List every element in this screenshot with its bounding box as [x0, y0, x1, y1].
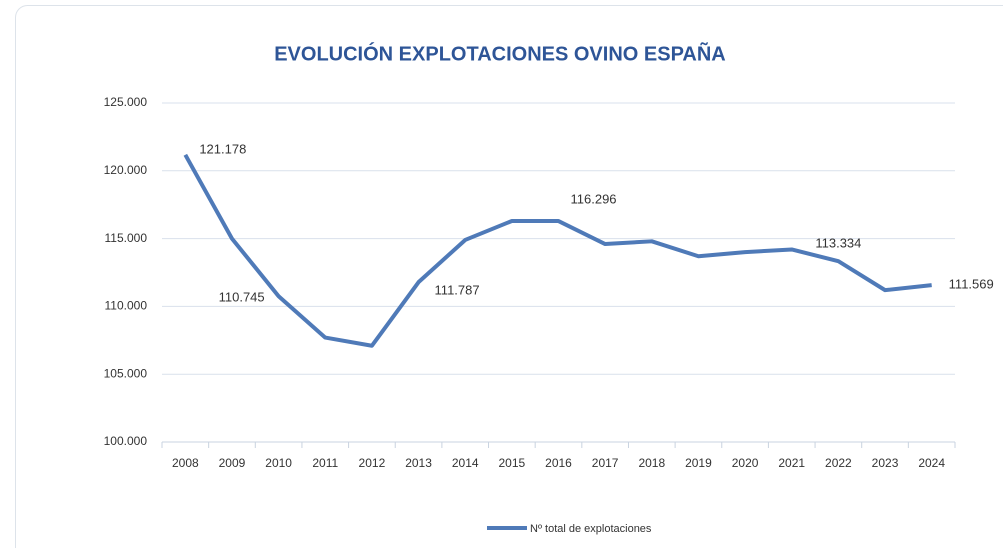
y-tick-label: 100.000	[104, 434, 148, 448]
data-label: 110.745	[219, 290, 265, 305]
x-tick-label: 2017	[592, 456, 619, 470]
x-tick-label: 2023	[872, 456, 899, 470]
y-tick-label: 125.000	[104, 95, 148, 109]
x-tick-label: 2009	[219, 456, 246, 470]
x-tick-label: 2024	[918, 456, 945, 470]
y-tick-label: 120.000	[104, 163, 148, 177]
x-tick-label: 2021	[778, 456, 805, 470]
chart-title: EVOLUCIÓN EXPLOTACIONES OVINO ESPAÑA	[274, 41, 726, 65]
y-tick-label: 105.000	[104, 366, 148, 380]
x-tick-label: 2013	[405, 456, 432, 470]
x-tick-label: 2020	[732, 456, 759, 470]
x-tick-label: 2014	[452, 456, 479, 470]
y-tick-label: 110.000	[105, 299, 148, 313]
data-line	[183, 153, 932, 348]
x-tick-label: 2015	[499, 456, 526, 470]
x-tick-label: 2019	[685, 456, 712, 470]
x-tick-label: 2010	[265, 456, 292, 470]
x-tick-label: 2018	[638, 456, 665, 470]
data-label: 116.296	[571, 191, 617, 206]
x-tick-label: 2008	[172, 456, 199, 470]
data-label: 111.787	[435, 283, 480, 298]
legend-label: Nº total de explotaciones	[530, 523, 652, 535]
data-label: 121.178	[199, 141, 246, 156]
y-tick-label: 115.000	[105, 231, 148, 245]
data-label: 111.569	[949, 277, 994, 292]
x-tick-label: 2016	[545, 456, 572, 470]
x-tick-label: 2011	[312, 456, 338, 470]
data-label: 113.334	[815, 236, 861, 251]
x-tick-label: 2012	[359, 456, 386, 470]
x-tick-label: 2022	[825, 456, 852, 470]
chart-frame	[15, 5, 1003, 548]
